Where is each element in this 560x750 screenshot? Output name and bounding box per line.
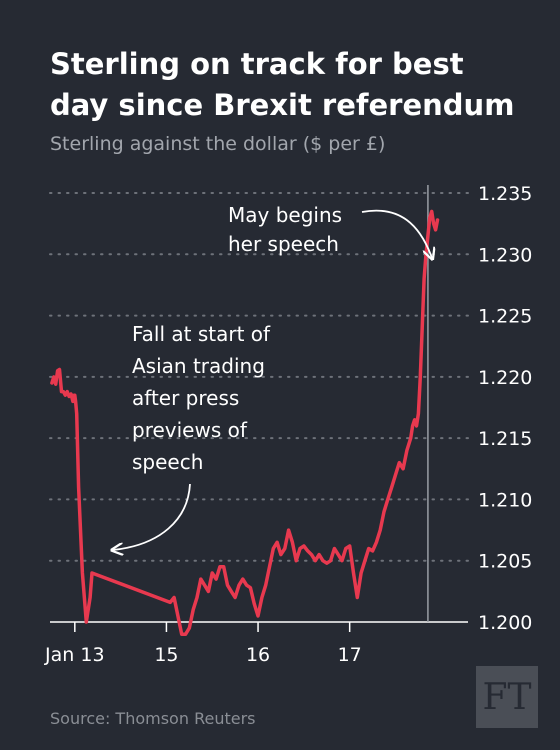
y-tick-label: 1.225 (478, 306, 532, 328)
x-tick-label: 17 (338, 644, 362, 666)
gridlines (49, 192, 469, 562)
annotation-arrow (113, 483, 191, 550)
x-tick-label: 15 (154, 644, 178, 666)
x-axis (50, 621, 468, 632)
y-tick-label: 1.210 (478, 489, 532, 511)
annotations: May begins her speech Fall at start of Asia… (113, 203, 432, 550)
ft-logo: FT (476, 666, 538, 728)
x-tick-label: 16 (246, 644, 270, 666)
y-tick-label: 1.215 (478, 428, 532, 450)
annotation-line: speech (132, 450, 203, 474)
y-axis-labels: 1.200 1.205 1.210 1.215 1.220 1.225 1.230 1.235 (478, 183, 532, 634)
annotation-line: Asian trading (132, 354, 265, 378)
x-tick-label: Jan 13 (44, 644, 105, 666)
y-tick-label: 1.230 (478, 244, 532, 266)
annotation-line: May begins (228, 203, 342, 227)
source-note: Source: Thomson Reuters (50, 709, 256, 728)
y-tick-label: 1.220 (478, 367, 532, 389)
annotation-line: Fall at start of (132, 322, 271, 346)
y-tick-label: 1.205 (478, 551, 532, 573)
annotation-speech: May begins her speech (228, 203, 342, 256)
annotation-line: her speech (228, 232, 339, 256)
annotation-asian-trading: Fall at start of Asian trading after press… (132, 322, 271, 474)
y-tick-label: 1.200 (478, 612, 532, 634)
x-axis-labels: Jan 13 15 16 17 (44, 644, 362, 666)
annotation-line: after press (132, 386, 239, 410)
y-tick-label: 1.235 (478, 183, 532, 205)
sterling-series-line (50, 209, 440, 637)
chart-subtitle: Sterling against the dollar ($ per £) (50, 133, 386, 155)
chart-title: Sterling on track for best day since Bre… (50, 47, 515, 122)
annotation-line: previews of (132, 418, 248, 442)
annotation-arrow (361, 209, 432, 258)
